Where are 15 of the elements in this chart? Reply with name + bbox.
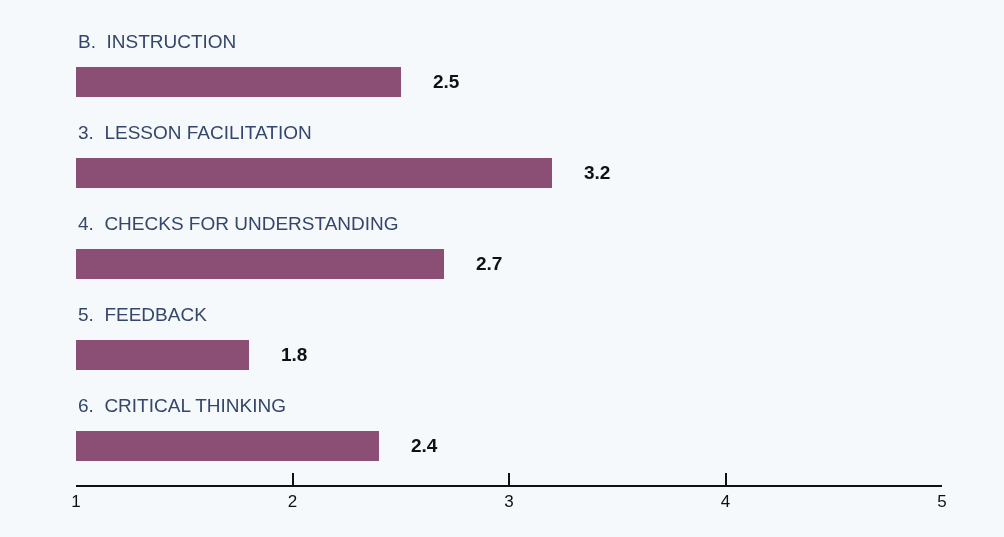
x-tick-label: 2 — [287, 492, 298, 512]
x-tick-label: 1 — [71, 492, 81, 512]
x-tick-label: 3 — [504, 492, 514, 512]
y-tick-label: 3. LESSON FACILITATION — [78, 122, 312, 143]
data-label: 2.5 — [433, 71, 460, 92]
data-label: 3.2 — [584, 162, 611, 183]
y-tick-label: 5. FEEDBACK — [78, 304, 208, 325]
data-label: 1.8 — [281, 344, 308, 365]
y-tick-label: 4. CHECKS FOR UNDERSTANDING — [78, 213, 399, 234]
data-label: 2.4 — [411, 435, 438, 456]
x-tick-label: 4 — [720, 492, 731, 512]
data-label: 2.7 — [476, 253, 503, 274]
x-tick-label: 5 — [937, 492, 947, 512]
y-tick-label: 6. CRITICAL THINKING — [78, 395, 286, 416]
y-tick-label: B. INSTRUCTION — [78, 31, 237, 52]
